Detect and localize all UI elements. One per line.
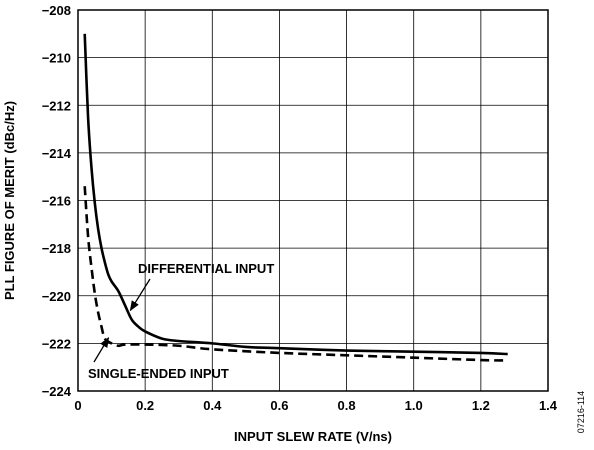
y-tick-label: −208 [42, 3, 71, 18]
x-axis-ticks: 0 0.2 0.4 0.6 0.8 1.0 1.2 1.4 [74, 398, 557, 413]
figure-id: 07216-114 [576, 391, 586, 433]
series-line-differential-input [83, 33, 508, 356]
y-tick-label: −214 [42, 146, 72, 161]
x-tick-label: 0.8 [338, 398, 356, 413]
y-tick-label: −216 [42, 194, 71, 209]
x-tick-label: 1.0 [405, 398, 423, 413]
x-tick-label: 1.2 [472, 398, 490, 413]
x-tick-label: 0.2 [136, 398, 154, 413]
annotations: DIFFERENTIAL INPUT SINGLE-ENDED INPUT [88, 261, 274, 381]
plot-frame [77, 9, 549, 392]
annotation-single-ended-input: SINGLE-ENDED INPUT [88, 366, 229, 381]
y-tick-label: −222 [42, 336, 71, 351]
y-tick-label: −212 [42, 98, 71, 113]
y-tick-label: −210 [42, 51, 71, 66]
x-axis-title: INPUT SLEW RATE (V/ns) [234, 429, 392, 444]
series-line-single-ended-input [83, 186, 508, 362]
annotation-arrow-differential [129, 278, 151, 312]
annotation-differential-input: DIFFERENTIAL INPUT [138, 261, 274, 276]
x-tick-label: 1.4 [539, 398, 558, 413]
y-axis-ticks: −224 −222 −220 −218 −216 −214 −212 −210 −208 [42, 3, 72, 399]
y-tick-label: −218 [42, 241, 71, 256]
y-axis-title: PLL FIGURE OF MERIT (dBc/Hz) [2, 101, 17, 300]
series-layer [83, 33, 508, 362]
grid-lines [78, 10, 548, 391]
x-tick-label: 0.4 [203, 398, 222, 413]
y-tick-label: −224 [42, 384, 72, 399]
x-tick-label: 0 [74, 398, 81, 413]
x-tick-label: 0.6 [270, 398, 288, 413]
y-tick-label: −220 [42, 289, 71, 304]
annotation-arrow-single-ended [93, 336, 110, 363]
